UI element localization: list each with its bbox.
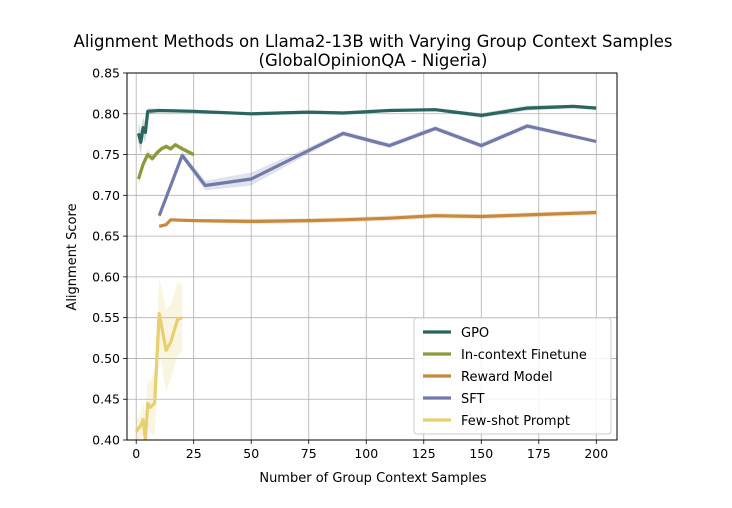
- series-line-sft: [159, 126, 596, 216]
- y-tick-label: 0.60: [92, 269, 120, 284]
- y-tick-label: 0.50: [92, 351, 120, 366]
- x-tick-label: 150: [469, 446, 493, 461]
- y-tick-label: 0.75: [92, 147, 120, 162]
- x-tick-label: 0: [132, 446, 140, 461]
- y-tick-label: 0.65: [92, 229, 120, 244]
- band-sft: [159, 124, 596, 219]
- y-tick-label: 0.45: [92, 392, 120, 407]
- y-tick-label: 0.70: [92, 188, 120, 203]
- y-tick-label: 0.85: [92, 66, 120, 81]
- x-tick-label: 125: [412, 446, 436, 461]
- y-tick-label: 0.40: [92, 433, 120, 448]
- x-tick-label: 25: [186, 446, 202, 461]
- y-axis-label: Alignment Score: [65, 203, 80, 310]
- legend-label-few-shot-prompt: Few-shot Prompt: [461, 414, 570, 429]
- legend-label-sft: SFT: [461, 392, 485, 407]
- chart-title: Alignment Methods on Llama2-13B with Var…: [74, 32, 673, 51]
- x-tick-label: 200: [584, 446, 608, 461]
- y-tick-label: 0.80: [92, 106, 120, 121]
- legend-label-reward-model: Reward Model: [461, 370, 553, 385]
- x-tick-label: 50: [243, 446, 259, 461]
- legend: GPO In-context Finetune Reward Model SFT Few…: [414, 318, 611, 434]
- legend-label-in-context-finetune: In-context Finetune: [461, 348, 587, 363]
- x-tick-label: 100: [354, 446, 378, 461]
- x-axis-label: Number of Group Context Samples: [259, 471, 487, 486]
- band-few-shot-prompt: [136, 277, 182, 465]
- x-tick-label: 175: [527, 446, 551, 461]
- chart-subtitle: (GlobalOpinionQA - Nigeria): [259, 51, 488, 70]
- y-tick-label: 0.55: [92, 310, 120, 325]
- x-tick-label: 75: [301, 446, 317, 461]
- legend-label-gpo: GPO: [461, 326, 489, 341]
